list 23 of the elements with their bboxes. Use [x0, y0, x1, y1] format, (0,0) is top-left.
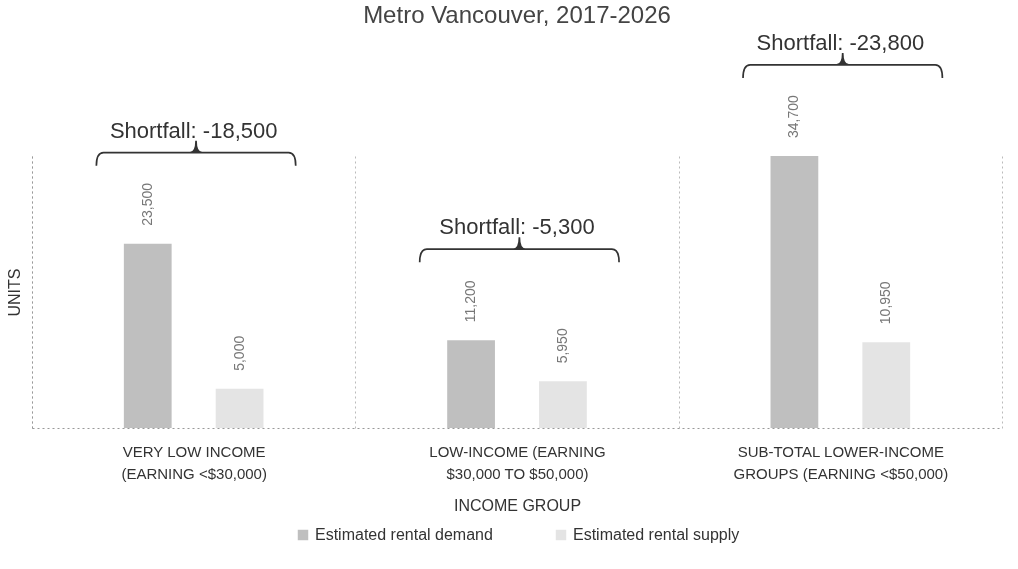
bar [215, 388, 264, 428]
data-label: 5,000 [230, 335, 247, 371]
legend-label: Estimated rental demand [315, 526, 493, 543]
data-label: 5,950 [553, 328, 570, 364]
text: Shortfall: -23,800 [756, 30, 925, 55]
x-tick-label: LOW-INCOME (EARNING $30,000 TO $50,000) [429, 442, 606, 482]
chart-title: Metro Vancouver, 2017-2026 [363, 1, 671, 28]
data-label: 23,500 [138, 182, 155, 226]
y-axis-title: UNITS [5, 268, 23, 317]
bar [123, 243, 172, 428]
annotation: Shortfall: -5,300 [439, 214, 595, 240]
x-axis-title: INCOME GROUP [453, 496, 582, 514]
bar [862, 342, 911, 428]
bar [447, 340, 495, 428]
bar [539, 381, 587, 428]
data-label: 11,200 [462, 280, 479, 323]
x-tick-label: VERY LOW INCOME (EARNING <$30,000) [121, 442, 267, 482]
text: Shortfall: -18,500 [109, 117, 278, 143]
data-label: 10,950 [877, 281, 894, 325]
legend-label: Estimated rental supply [573, 526, 740, 543]
x-tick-label: SUB-TOTAL LOWER-INCOME GROUPS (EARNING <$50,000) [733, 442, 949, 482]
bar [770, 156, 819, 428]
data-label: 34,700 [785, 94, 802, 138]
